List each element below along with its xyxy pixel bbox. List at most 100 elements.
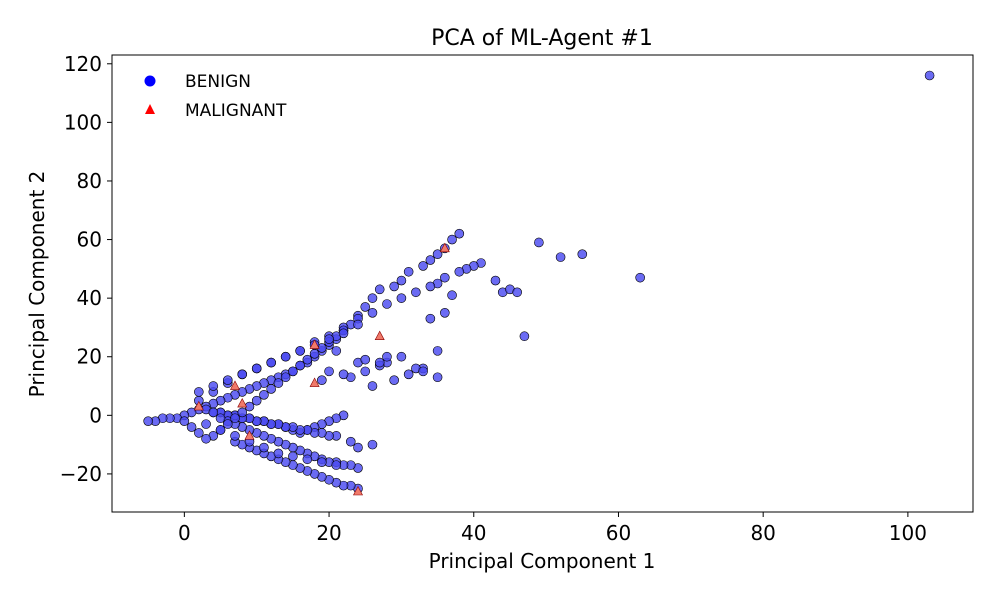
benign-point [295,346,305,356]
benign-point [519,331,530,342]
benign-point [353,319,363,330]
benign-point [222,375,233,385]
benign-point [317,375,327,385]
benign-point [317,457,327,467]
benign-point [353,442,363,453]
benign-point [288,366,298,377]
benign-point [143,416,153,426]
benign-point [259,442,269,453]
malignant-point [353,485,363,496]
y-tick-label: 40 [77,286,102,310]
benign-point [577,249,588,260]
y-tick-label: 60 [77,228,102,252]
y-tick-label: −20 [60,462,102,486]
malignant-point [193,400,204,411]
benign-point [302,354,313,365]
x-tick-label: 100 [889,521,927,545]
benign-point [396,351,407,362]
benign-point [454,228,465,239]
benign-point [534,237,544,248]
benign-point [396,275,407,286]
y-tick-label: 0 [89,403,102,427]
benign-point [367,293,378,303]
malignant-point [237,397,248,408]
benign-point [194,428,204,438]
benign-point [194,387,204,397]
benign-point [403,369,414,380]
benign-point [273,378,284,388]
benign-point [208,407,219,418]
benign-point [374,357,385,368]
benign-point [425,313,436,324]
benign-point [512,287,522,298]
benign-point [201,419,211,429]
plot-points [143,70,935,496]
benign-point [396,293,407,303]
benign-point [280,372,291,383]
benign-point [360,354,371,365]
legend-benign-marker [144,75,156,87]
benign-point [454,266,465,277]
y-tick-label: 120 [64,52,102,76]
benign-point [302,454,313,465]
x-axis-label: Principal Component 1 [429,549,656,573]
benign-point [266,384,276,394]
benign-point [295,360,305,371]
x-tick-label: 80 [750,521,775,545]
y-tick-label: 100 [64,110,102,134]
benign-point [367,381,378,391]
benign-point [367,307,378,318]
y-axis-label: Principal Component 2 [25,171,49,398]
benign-point [259,390,269,400]
malignant-point [309,377,320,387]
benign-point [432,249,443,260]
x-tick-label: 20 [316,521,341,545]
benign-point [432,372,443,383]
benign-point [215,425,226,435]
benign-point [280,351,291,362]
benign-point [230,413,240,424]
malignant-point [244,430,255,440]
benign-point [324,366,334,377]
benign-point [382,299,392,309]
benign-point [266,357,276,368]
legend-malignant-label: MALIGNANT [185,101,287,121]
benign-point [331,460,342,470]
malignant-point [439,242,450,253]
benign-point [273,448,284,459]
benign-point [389,375,399,385]
x-tick-label: 60 [606,521,631,545]
legend-benign-label: BENIGN [185,72,251,92]
chart-title: PCA of ML-Agent #1 [431,26,653,51]
benign-point [418,366,428,377]
x-tick-label: 40 [461,521,486,545]
malignant-point [374,330,385,341]
benign-point [635,272,645,283]
benign-point [425,281,436,292]
legend-malignant-marker [145,104,155,114]
benign-point [440,272,450,283]
malignant-point [309,339,320,349]
benign-point [237,369,248,380]
y-tick-label: 20 [77,345,102,369]
y-axis: −20 0 20 40 60 80 100 120 [60,52,112,486]
benign-point [360,366,371,377]
malignant-point [230,380,240,390]
benign-point [186,422,197,432]
benign-point [251,363,262,374]
legend: BENIGN MALIGNANT [144,72,287,121]
benign-point [411,287,421,298]
x-tick-label: 0 [178,521,191,545]
benign-point [331,346,342,356]
benign-point [215,413,226,424]
benign-point [425,255,436,265]
benign-point [251,395,262,406]
x-axis: 0 20 40 60 80 100 [178,512,927,545]
benign-point [447,234,457,245]
y-tick-label: 80 [77,169,102,193]
benign-point [418,261,428,271]
benign-point [403,266,414,277]
benign-point [382,351,392,362]
benign-point [490,275,501,286]
